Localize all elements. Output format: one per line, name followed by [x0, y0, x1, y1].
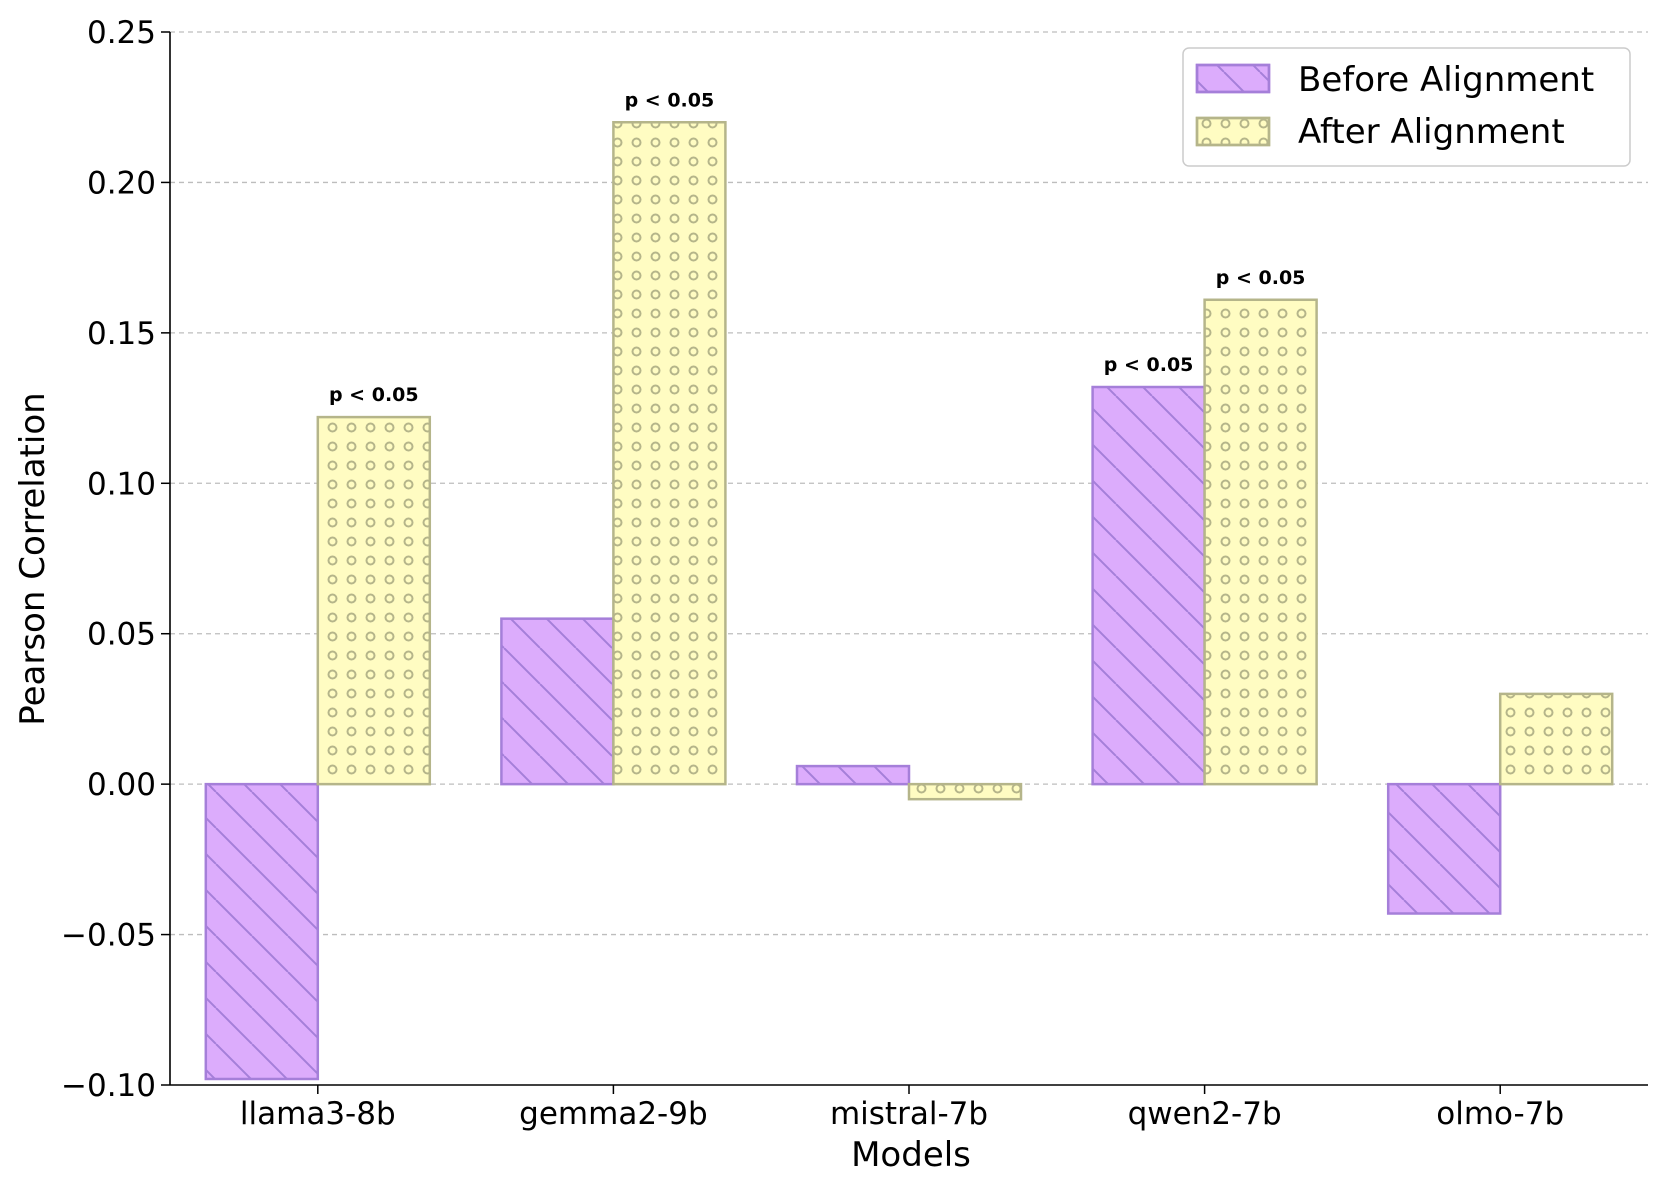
bar-before-alignment [795, 764, 911, 786]
bar-before-alignment-hatch [1091, 385, 1206, 786]
bar-after-alignment-hatch [907, 782, 1023, 801]
x-tick-label: llama3-8b [240, 1096, 396, 1132]
bar-before-alignment-hatch [204, 782, 320, 1081]
bars [204, 121, 1614, 1081]
axes: −0.10 −0.05 0.00 0.05 0.10 0.15 0.20 0.25 llama3… [61, 15, 1648, 1132]
bar-before-alignment [1091, 385, 1206, 786]
significance-label: p < 0.05 [1216, 267, 1306, 289]
significance-label: p < 0.05 [1104, 354, 1194, 376]
y-tick-label: 0.05 [87, 617, 156, 653]
bar-after-alignment [1498, 692, 1614, 786]
y-tick-label: −0.05 [61, 918, 156, 954]
bar-before-alignment [1386, 782, 1502, 915]
bar-after-alignment-hatch [612, 121, 727, 786]
significance-label: p < 0.05 [329, 384, 419, 406]
x-tick-label: gemma2-9b [519, 1096, 707, 1132]
bar-before-alignment-hatch [500, 617, 615, 786]
x-tick-label: mistral-7b [830, 1096, 988, 1132]
significance-label: p < 0.05 [625, 89, 715, 111]
bar-after-alignment-hatch [1498, 692, 1614, 786]
y-axis-title: Pearson Correlation [13, 392, 53, 725]
legend-swatch-after-hatch [1195, 116, 1271, 147]
y-tick-label: −0.10 [61, 1068, 156, 1104]
bar-before-alignment [500, 617, 615, 786]
legend-frame [1182, 47, 1631, 167]
x-tick-label: olmo-7b [1436, 1096, 1564, 1132]
bar-after-alignment [907, 782, 1023, 801]
bar-after-alignment [316, 415, 432, 786]
bar-after-alignment [1203, 298, 1318, 786]
legend-label-before: Before Alignment [1298, 60, 1594, 100]
y-tick-label: 0.10 [87, 466, 156, 502]
y-tick-label: 0.00 [87, 767, 156, 803]
y-tick-label: 0.20 [87, 165, 156, 201]
legend-label-after: After Alignment [1298, 112, 1565, 152]
bar-after-alignment [612, 121, 727, 786]
y-tick-label: 0.15 [87, 316, 156, 352]
bar-before-alignment-hatch [1386, 782, 1502, 915]
x-tick-label: qwen2-7b [1128, 1096, 1282, 1132]
bar-after-alignment-hatch [1203, 298, 1318, 786]
bar-before-alignment-hatch [795, 764, 911, 786]
legend: Before Alignment After Alignment [1182, 47, 1631, 167]
legend-swatch-before-hatch [1195, 63, 1271, 94]
bar-after-alignment-hatch [316, 415, 432, 786]
y-tick-label: 0.25 [87, 15, 156, 51]
x-axis-title: Models [851, 1135, 971, 1175]
bar-before-alignment [204, 782, 320, 1081]
annotations: p < 0.05 p < 0.05 p < 0.05 p < 0.05 [329, 89, 1305, 406]
